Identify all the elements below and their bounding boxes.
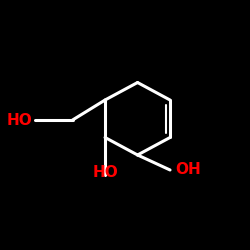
Text: HO: HO	[92, 165, 118, 180]
Text: OH: OH	[175, 162, 201, 178]
Text: HO: HO	[7, 112, 32, 128]
